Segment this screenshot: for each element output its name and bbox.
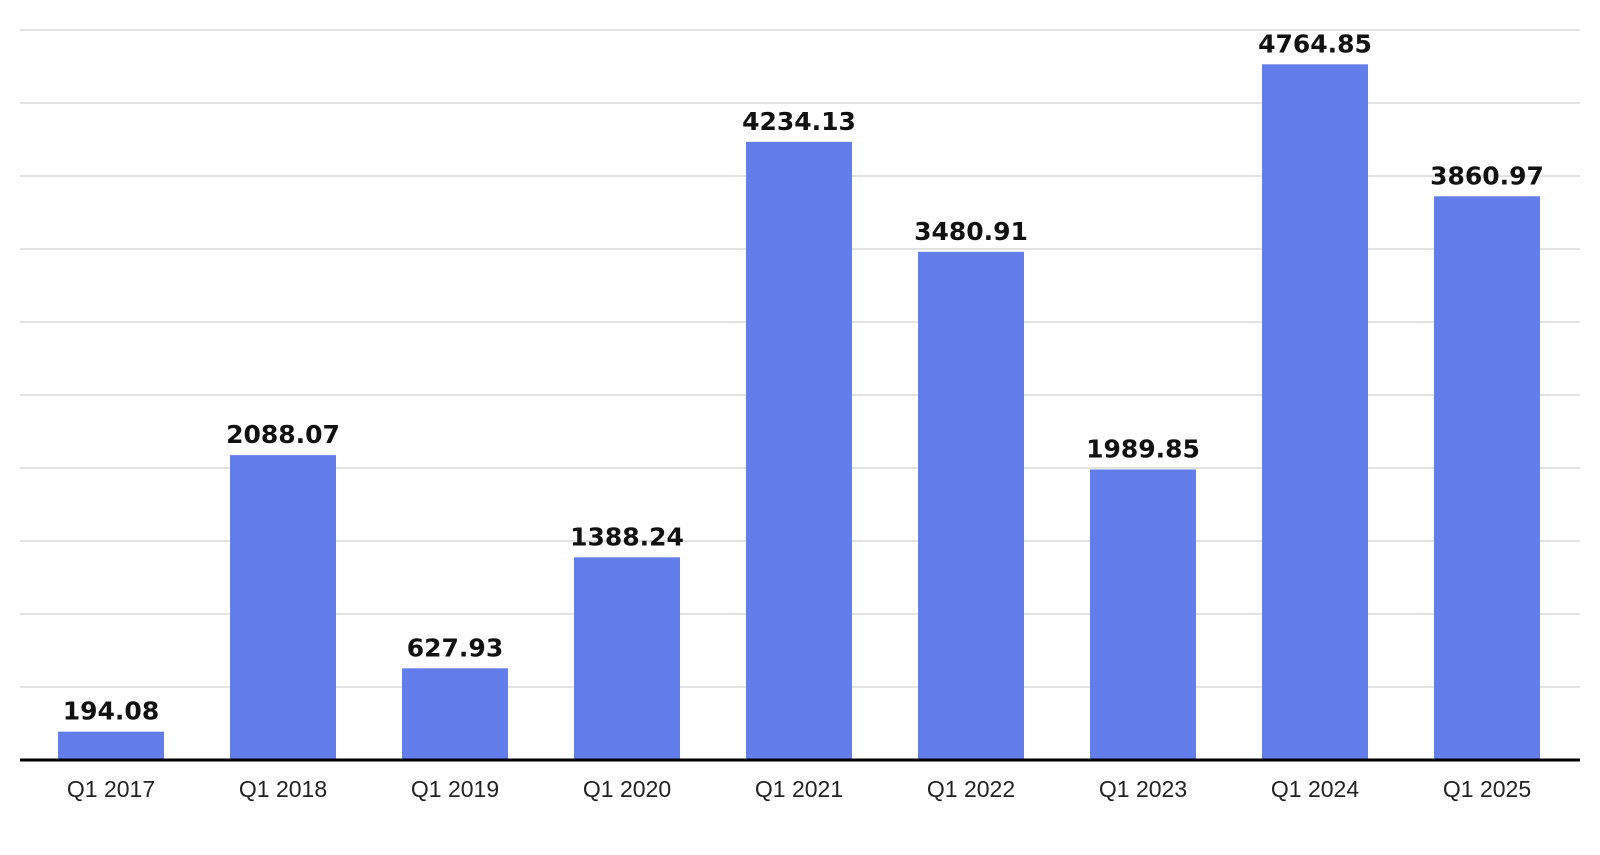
bar-q1-2017 — [58, 731, 164, 760]
data-label: 4764.85 — [1258, 29, 1372, 58]
x-tick-label: Q1 2021 — [755, 776, 843, 802]
x-tick-label: Q1 2019 — [411, 776, 499, 802]
data-label: 3480.91 — [914, 217, 1028, 246]
bar-q1-2018 — [230, 455, 336, 760]
bar-q1-2020 — [574, 557, 680, 760]
x-tick-label: Q1 2023 — [1099, 776, 1187, 802]
bar-q1-2021 — [746, 141, 852, 760]
bar-q1-2023 — [1090, 469, 1196, 760]
data-label: 1388.24 — [570, 522, 684, 551]
data-label: 1989.85 — [1086, 434, 1200, 463]
data-label: 627.93 — [407, 633, 503, 662]
bar-q1-2022 — [918, 251, 1024, 760]
data-label: 4234.13 — [742, 107, 856, 136]
bar-q1-2024 — [1262, 64, 1368, 760]
data-label: 194.08 — [63, 697, 159, 726]
x-tick-label: Q1 2024 — [1271, 776, 1359, 802]
bars — [58, 64, 1540, 760]
x-tick-label: Q1 2017 — [67, 776, 155, 802]
data-labels: 194.08 2088.07 627.93 1388.24 4234.13 3480.91… — [63, 29, 1544, 725]
x-tick-label: Q1 2022 — [927, 776, 1015, 802]
data-label: 3860.97 — [1430, 161, 1544, 190]
x-axis-tick-labels: Q1 2017 Q1 2018 Q1 2019 Q1 2020 Q1 2021 Q1 20… — [67, 776, 1531, 802]
data-label: 2088.07 — [226, 420, 340, 449]
x-tick-label: Q1 2020 — [583, 776, 671, 802]
bar-q1-2025 — [1434, 196, 1540, 760]
x-tick-label: Q1 2025 — [1443, 776, 1531, 802]
bar-q1-2019 — [402, 668, 508, 760]
x-tick-label: Q1 2018 — [239, 776, 327, 802]
